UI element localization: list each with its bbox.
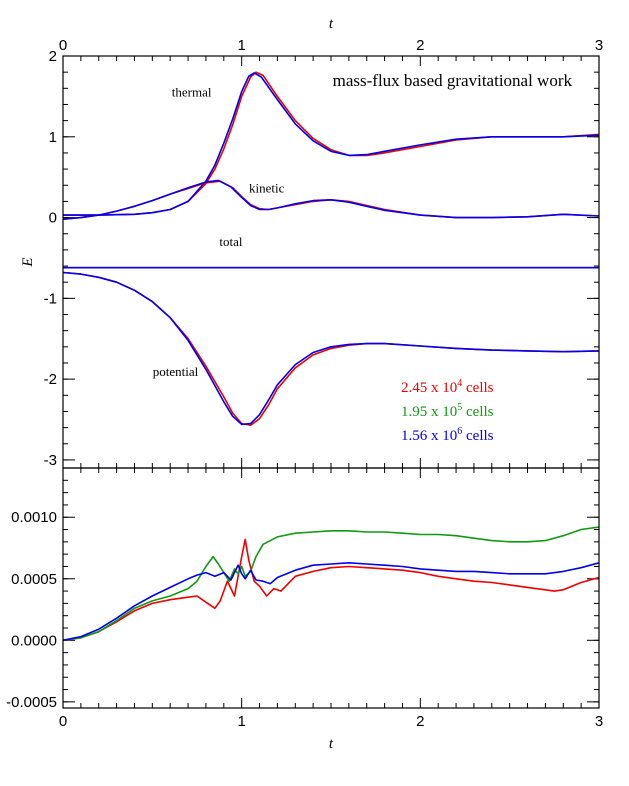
x-tick-label: 1 xyxy=(237,37,245,54)
x-tick-label: 3 xyxy=(595,37,603,54)
legend-entry-blue-label: 1.56 x 10 xyxy=(401,428,457,444)
legend-entry-green-suffix: cells xyxy=(462,404,493,420)
y-tick-label: 0.0000 xyxy=(11,632,57,649)
legend-entry-blue: 1.56 x 106 cells xyxy=(401,426,494,444)
legend-entry-blue-suffix: cells xyxy=(462,428,493,444)
bottom-panel: 0 1 2 3 0.0010 0.0005 0.0000 -0.0005 t xyxy=(6,467,603,752)
y-tick-label: 0.0005 xyxy=(11,571,57,588)
series-line-2-45-x-10-4-cells xyxy=(62,538,600,642)
x-tick-label: 2 xyxy=(416,713,424,730)
series-line-thermal xyxy=(63,71,600,216)
y-tick-label: 1 xyxy=(49,129,57,146)
top-x-tick-labels: 0 1 2 3 xyxy=(59,37,603,54)
y-axis-title: E xyxy=(20,257,36,267)
x-tick-label: 3 xyxy=(595,713,603,730)
legend-entry-red-exp: 4 xyxy=(457,378,462,389)
bottom-axis-ticks xyxy=(62,467,600,708)
series-line-potential xyxy=(62,271,600,426)
series-line-kinetic xyxy=(62,179,600,220)
top-y-tick-labels: 2 1 0 -1 -2 -3 xyxy=(44,48,57,469)
legend-entry-green: 1.95 x 105 cells xyxy=(401,402,494,420)
bottom-plot-frame xyxy=(62,467,600,709)
y-tick-label: -0.0005 xyxy=(6,694,57,711)
legend-entry-blue-exp: 6 xyxy=(457,426,462,437)
legend-entry-red-suffix: cells xyxy=(462,380,493,396)
x-tick-label: 2 xyxy=(416,37,424,54)
y-tick-label: 0.0010 xyxy=(11,509,57,526)
chart-title: mass-flux based gravitational work xyxy=(333,71,573,90)
legend-entry-green-label: 1.95 x 10 xyxy=(401,404,457,420)
annotation-total: total xyxy=(219,234,242,249)
top-plot-frame xyxy=(62,55,600,469)
bottom-y-tick-labels: 0.0010 0.0005 0.0000 -0.0005 xyxy=(6,509,57,711)
legend-entry-red-label: 2.45 x 10 xyxy=(401,380,457,396)
series-line-1-95-x-10-5-cells xyxy=(62,526,600,642)
annotation-potential: potential xyxy=(153,364,199,379)
x-tick-label: 1 xyxy=(237,713,245,730)
top-x-axis-title: t xyxy=(329,16,334,32)
top-axis-ticks xyxy=(62,55,600,468)
series-line-1-56-x-10-6-cells xyxy=(62,561,600,642)
x-tick-label: 0 xyxy=(59,37,67,54)
y-tick-label: -2 xyxy=(44,371,57,388)
x-tick-label: 0 xyxy=(59,713,67,730)
annotation-kinetic: kinetic xyxy=(249,181,285,196)
legend-entry-green-exp: 5 xyxy=(457,402,462,413)
legend-entry-red: 2.45 x 104 cells xyxy=(401,378,494,396)
annotation-thermal: thermal xyxy=(172,84,212,99)
bottom-x-tick-labels: 0 1 2 3 xyxy=(59,713,603,730)
y-tick-label: 2 xyxy=(49,48,57,65)
series-annotations: thermal kinetic total potential xyxy=(153,84,285,379)
series-line-thermal xyxy=(63,72,600,216)
y-tick-label: 0 xyxy=(49,210,57,227)
y-tick-label: -3 xyxy=(44,452,57,469)
top-series-lines xyxy=(62,71,600,427)
legend: 2.45 x 104 cells 1.95 x 105 cells 1.56 x… xyxy=(401,378,494,444)
bottom-series-lines xyxy=(62,526,600,642)
y-tick-label: -1 xyxy=(44,290,57,307)
bottom-x-axis-title: t xyxy=(329,736,334,752)
top-panel: t E 0 1 2 3 2 1 0 -1 -2 -3 mass-flux based gravi… xyxy=(20,16,603,469)
